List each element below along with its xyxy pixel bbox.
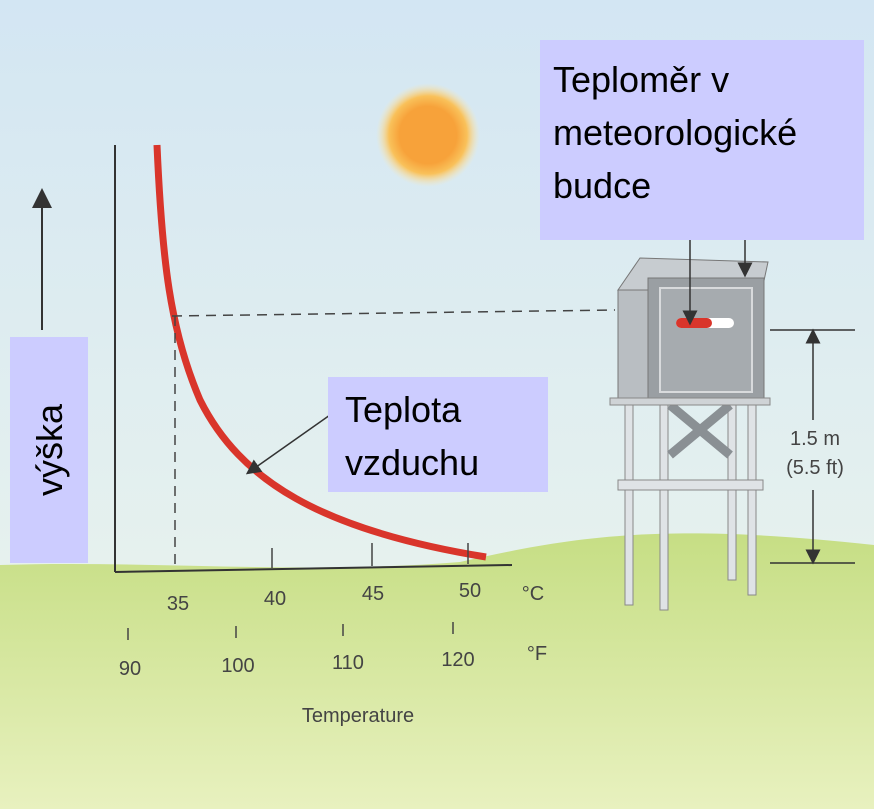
air-temperature-label: vzduchu xyxy=(345,442,479,483)
celsius-tick-label: 45 xyxy=(362,583,384,605)
thermometer-label: meteorologické xyxy=(553,112,797,153)
air-temperature-label: Teplota xyxy=(345,389,462,430)
celsius-tick-label: 50 xyxy=(459,580,481,602)
fahrenheit-tick-label: 110 xyxy=(332,652,364,674)
height-label: výška xyxy=(29,403,70,496)
celsius-tick-label: 35 xyxy=(167,593,189,615)
axis-title: Temperature xyxy=(302,705,414,727)
thermometer-label: Teploměr v xyxy=(553,59,729,100)
diagram: 35 40 45 50 °C 90 100 110 120 °F Tempera… xyxy=(0,0,874,809)
fahrenheit-tick-label: 90 xyxy=(119,658,141,680)
height-label: 1.5 m xyxy=(790,428,840,450)
thermometer-label: budce xyxy=(553,165,651,206)
fahrenheit-unit: °F xyxy=(527,643,547,665)
celsius-unit: °C xyxy=(522,583,544,605)
celsius-tick-label: 40 xyxy=(264,588,286,610)
height-label: (5.5 ft) xyxy=(786,457,844,479)
sun xyxy=(376,83,480,187)
fahrenheit-tick-label: 100 xyxy=(221,655,254,677)
fahrenheit-tick-label: 120 xyxy=(441,649,474,671)
